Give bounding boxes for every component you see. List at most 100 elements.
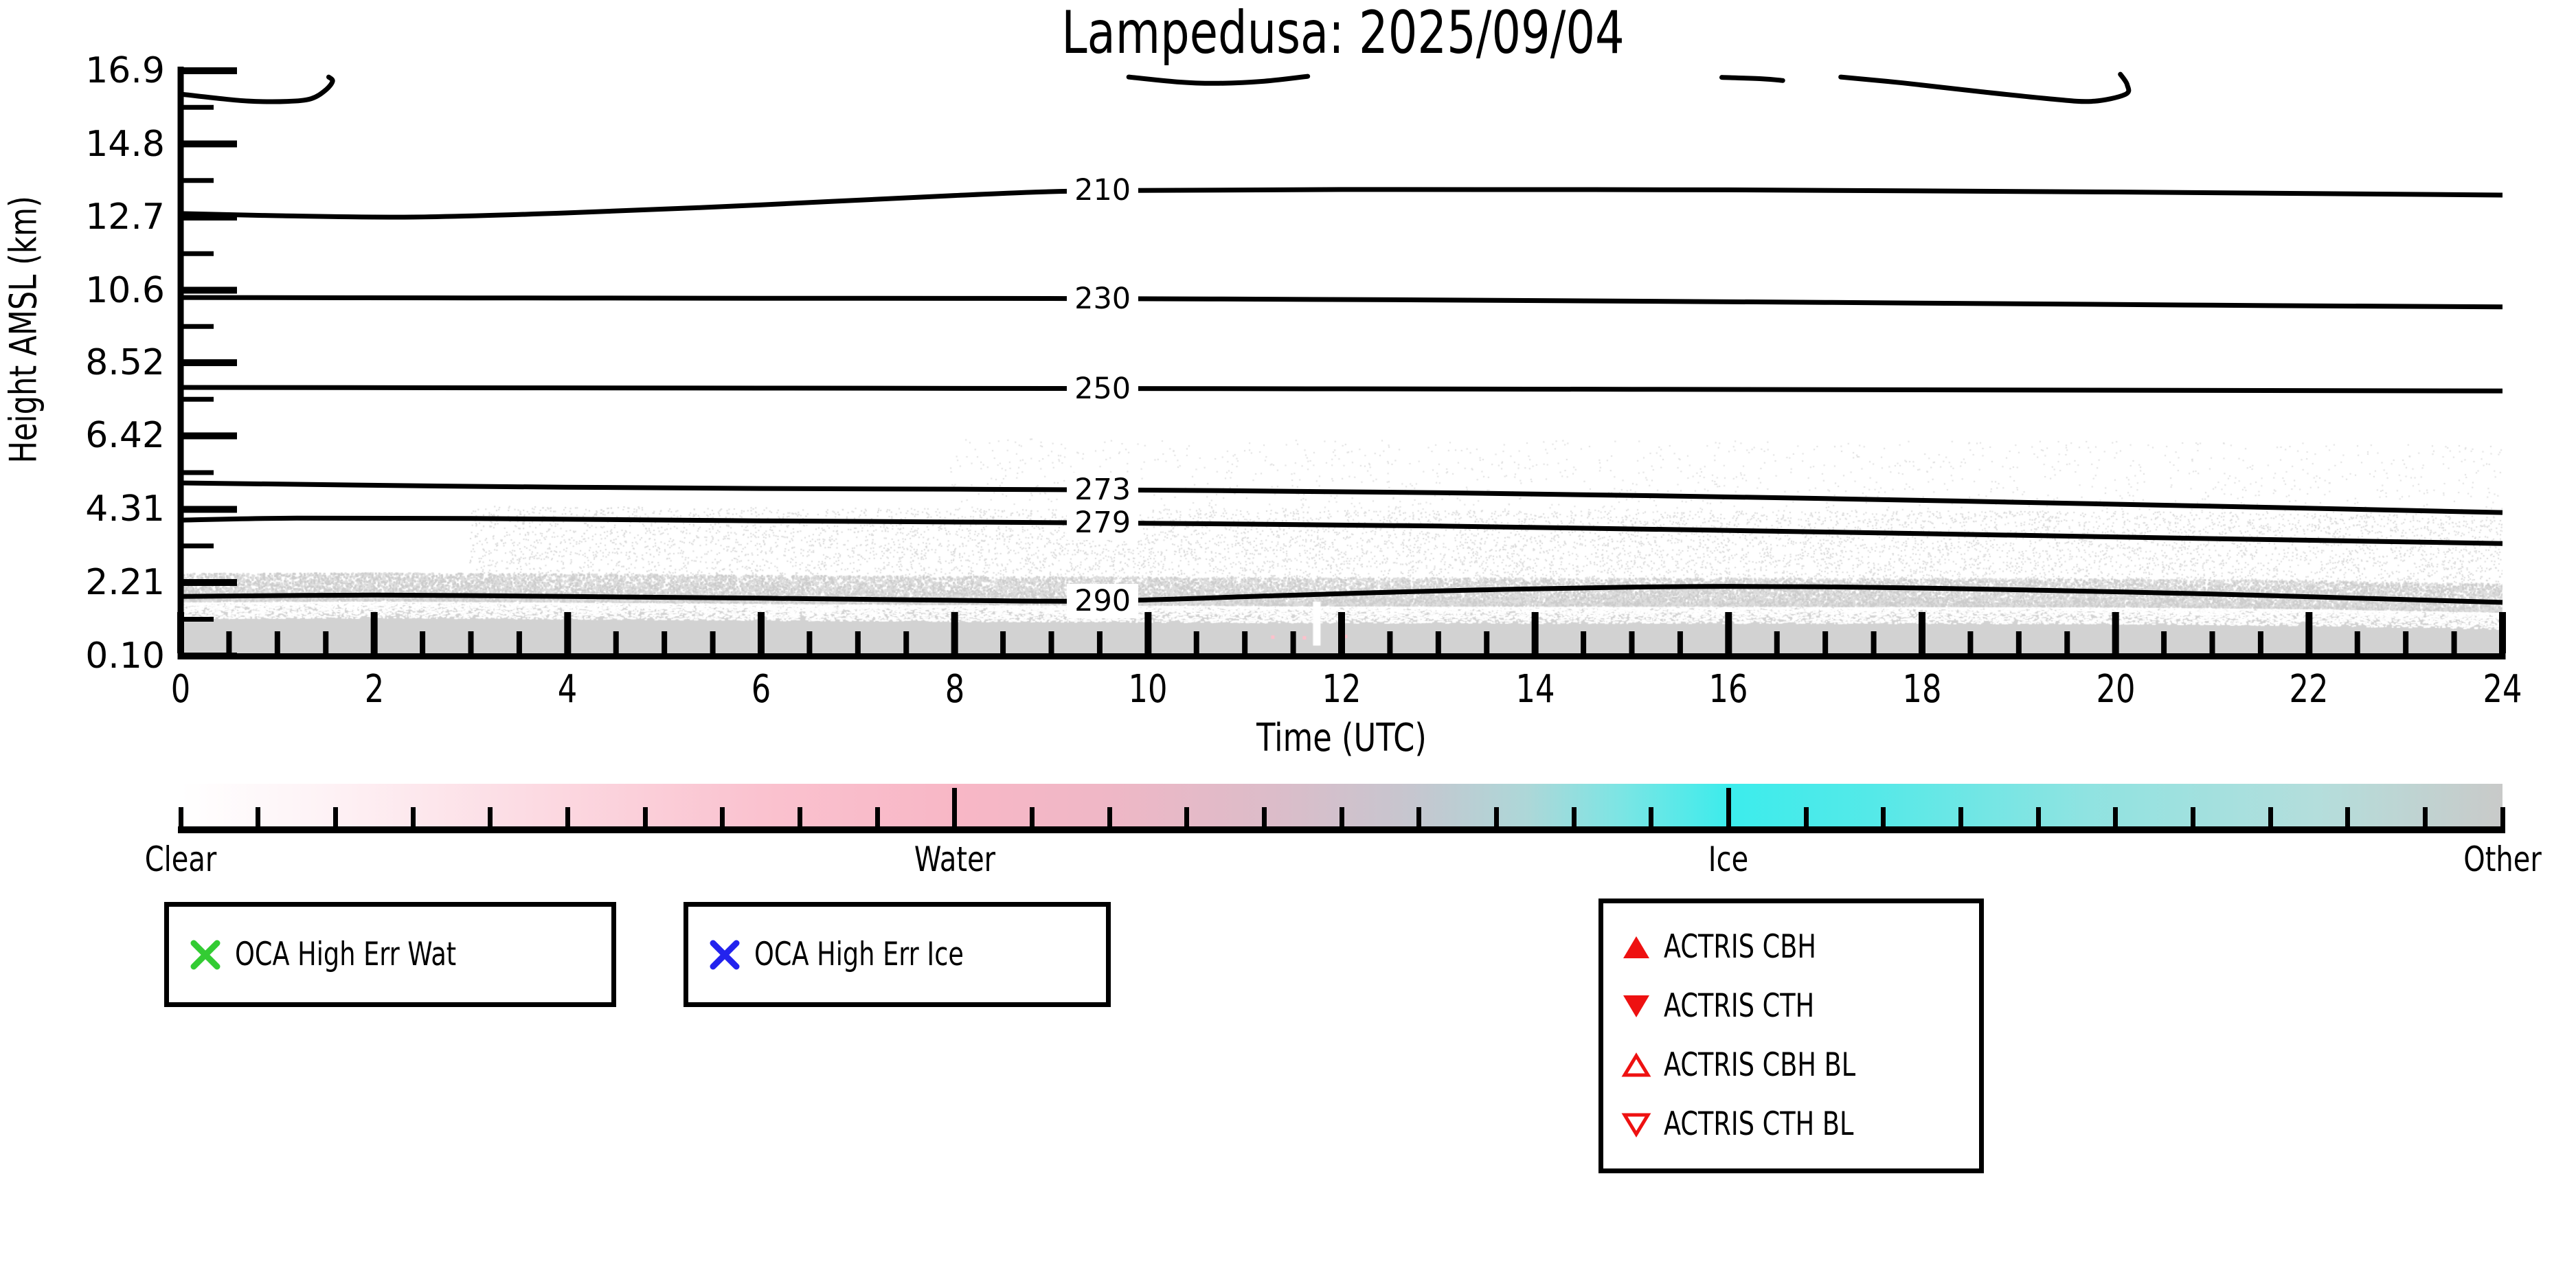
legend-label: OCA High Err Wat	[235, 935, 457, 973]
y-tick-label-16.9: 16.9	[85, 50, 165, 91]
legend-oca-high-err-ice: OCA High Err Ice	[683, 902, 1111, 1007]
colorbar-minor-tick	[332, 807, 338, 826]
x-tick-label-4: 4	[558, 667, 578, 712]
y-minor-tick	[183, 616, 214, 622]
colorbar-minor-tick	[1803, 807, 1809, 826]
y-tick-label-6.42: 6.42	[85, 415, 165, 457]
isotherm-label-279: 279	[1067, 506, 1139, 541]
x-minor-tick	[2403, 631, 2409, 653]
isotherm-label-210: 210	[1067, 173, 1139, 208]
page-title: Lampedusa: 2025/09/04	[1061, 0, 1625, 67]
y-major-tick	[183, 67, 237, 74]
x-minor-tick	[1290, 631, 1296, 653]
colorbar-label-clear: Clear	[144, 839, 217, 879]
colorbar-minor-tick	[720, 807, 725, 826]
x-major-tick	[2305, 612, 2313, 653]
y-major-tick	[183, 286, 237, 294]
x-minor-tick	[2451, 631, 2457, 653]
x-minor-tick	[468, 631, 474, 653]
x-major-tick	[951, 612, 958, 653]
x-minor-tick	[1822, 631, 1829, 653]
x-tick-label-22: 22	[2289, 667, 2329, 712]
x-minor-tick	[613, 631, 619, 653]
x-tick-label-20: 20	[2096, 667, 2136, 712]
y-minor-tick	[183, 396, 214, 402]
x-minor-tick	[710, 631, 716, 653]
colorbar-minor-tick	[565, 807, 570, 826]
colorbar-minor-tick	[1881, 807, 1886, 826]
isotherm-contour-273	[180, 480, 2503, 515]
colorbar-minor-tick	[1958, 807, 1963, 826]
x-minor-tick	[1387, 631, 1393, 653]
colorbar-minor-tick	[797, 807, 802, 826]
colorbar-minor-tick	[1261, 807, 1267, 826]
x-minor-tick	[1774, 631, 1780, 653]
x-minor-tick	[2354, 631, 2360, 653]
colorbar-minor-tick	[256, 807, 261, 826]
legend-label: ACTRIS CBH BL	[1664, 1046, 1856, 1084]
isotherm-fragment-2	[1126, 74, 1311, 86]
x-major-tick	[564, 612, 572, 653]
y-minor-tick	[183, 104, 214, 110]
y-tick-label-10.6: 10.6	[85, 269, 165, 311]
colorbar-minor-tick	[1571, 807, 1577, 826]
x-major-tick	[2112, 612, 2119, 653]
y-major-tick	[183, 432, 237, 440]
x-tick-label-18: 18	[1902, 667, 1942, 712]
isotherm-contour-279	[180, 515, 2503, 546]
legend-label: ACTRIS CTH BL	[1664, 1105, 1854, 1143]
x-minor-tick	[1967, 631, 1974, 653]
colorbar-minor-tick	[642, 807, 648, 826]
x-major-tick	[1338, 612, 1345, 653]
x-tick-label-0: 0	[170, 667, 191, 712]
colorbar-minor-tick	[2268, 807, 2273, 826]
x-minor-tick	[855, 631, 861, 653]
x-minor-tick	[2209, 631, 2215, 653]
x-tick-label-6: 6	[751, 667, 771, 712]
y-major-tick	[183, 506, 237, 513]
x-minor-tick	[1484, 631, 1490, 653]
isotherm-fragment-4	[1838, 71, 2132, 104]
x-minor-tick	[274, 631, 280, 653]
isotherm-label-250: 250	[1067, 371, 1139, 406]
colorbar-label-water: Water	[914, 839, 996, 879]
x-tick-label-16: 16	[1708, 667, 1748, 712]
colorbar-minor-tick	[874, 807, 880, 826]
y-minor-tick	[183, 251, 214, 256]
x-major-tick	[370, 612, 378, 653]
colorbar-minor-tick	[2500, 807, 2505, 826]
x-major-tick	[2499, 612, 2506, 653]
colorbar-major-tick	[952, 788, 958, 826]
x-minor-tick	[903, 631, 909, 653]
x-minor-tick	[323, 631, 329, 653]
colorbar-minor-tick	[178, 807, 183, 826]
y-major-tick	[183, 214, 237, 221]
x-minor-tick	[1048, 631, 1054, 653]
x-major-tick	[1144, 612, 1152, 653]
isotherm-label-290: 290	[1067, 583, 1139, 618]
x-minor-tick	[1242, 631, 1248, 653]
x-minor-tick	[1581, 631, 1587, 653]
colorbar-label-other: Other	[2463, 839, 2542, 879]
x-axis-label: Time (UTC)	[1256, 716, 1427, 760]
isotherm-label-230: 230	[1067, 281, 1139, 316]
colorbar-minor-tick	[1107, 807, 1112, 826]
legend-label: ACTRIS CBH	[1664, 928, 1816, 966]
x-major-tick	[1531, 612, 1539, 653]
colorbar-minor-tick	[1029, 807, 1035, 826]
x-tick-label-24: 24	[2483, 667, 2522, 712]
x-tick-label-14: 14	[1515, 667, 1555, 712]
isotherm-fragment-1	[178, 74, 335, 104]
x-major-tick	[1725, 612, 1732, 653]
x-minor-tick	[806, 631, 813, 653]
colorbar-minor-tick	[2190, 807, 2195, 826]
isotherm-contour-230	[180, 295, 2503, 310]
x-minor-tick	[1435, 631, 1441, 653]
y-major-tick	[183, 359, 237, 366]
x-marker-blue-icon	[710, 940, 740, 969]
y-major-tick	[183, 140, 237, 148]
x-minor-tick	[2064, 631, 2070, 653]
colorbar-major-tick	[1726, 788, 1731, 826]
